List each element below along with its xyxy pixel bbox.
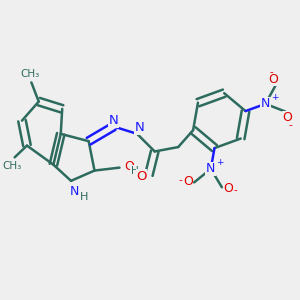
Text: CH₃: CH₃ [20,69,40,79]
Text: -: - [288,120,292,130]
Text: N: N [109,114,118,127]
Text: O: O [223,182,233,195]
Text: H: H [80,192,89,202]
Text: N: N [206,162,215,176]
Text: O: O [268,73,278,85]
Text: O: O [283,111,292,124]
Text: N: N [69,185,79,199]
Text: +: + [216,158,224,167]
Text: +: + [271,93,278,102]
Text: O: O [183,175,193,188]
Text: H: H [130,166,138,176]
Text: CH₃: CH₃ [2,160,21,171]
Text: N: N [261,98,270,110]
Text: -: - [178,175,182,185]
Text: -: - [234,185,238,195]
Text: -: - [269,67,273,77]
Text: O: O [124,160,134,173]
Text: O: O [136,170,147,183]
Text: N: N [135,122,144,134]
